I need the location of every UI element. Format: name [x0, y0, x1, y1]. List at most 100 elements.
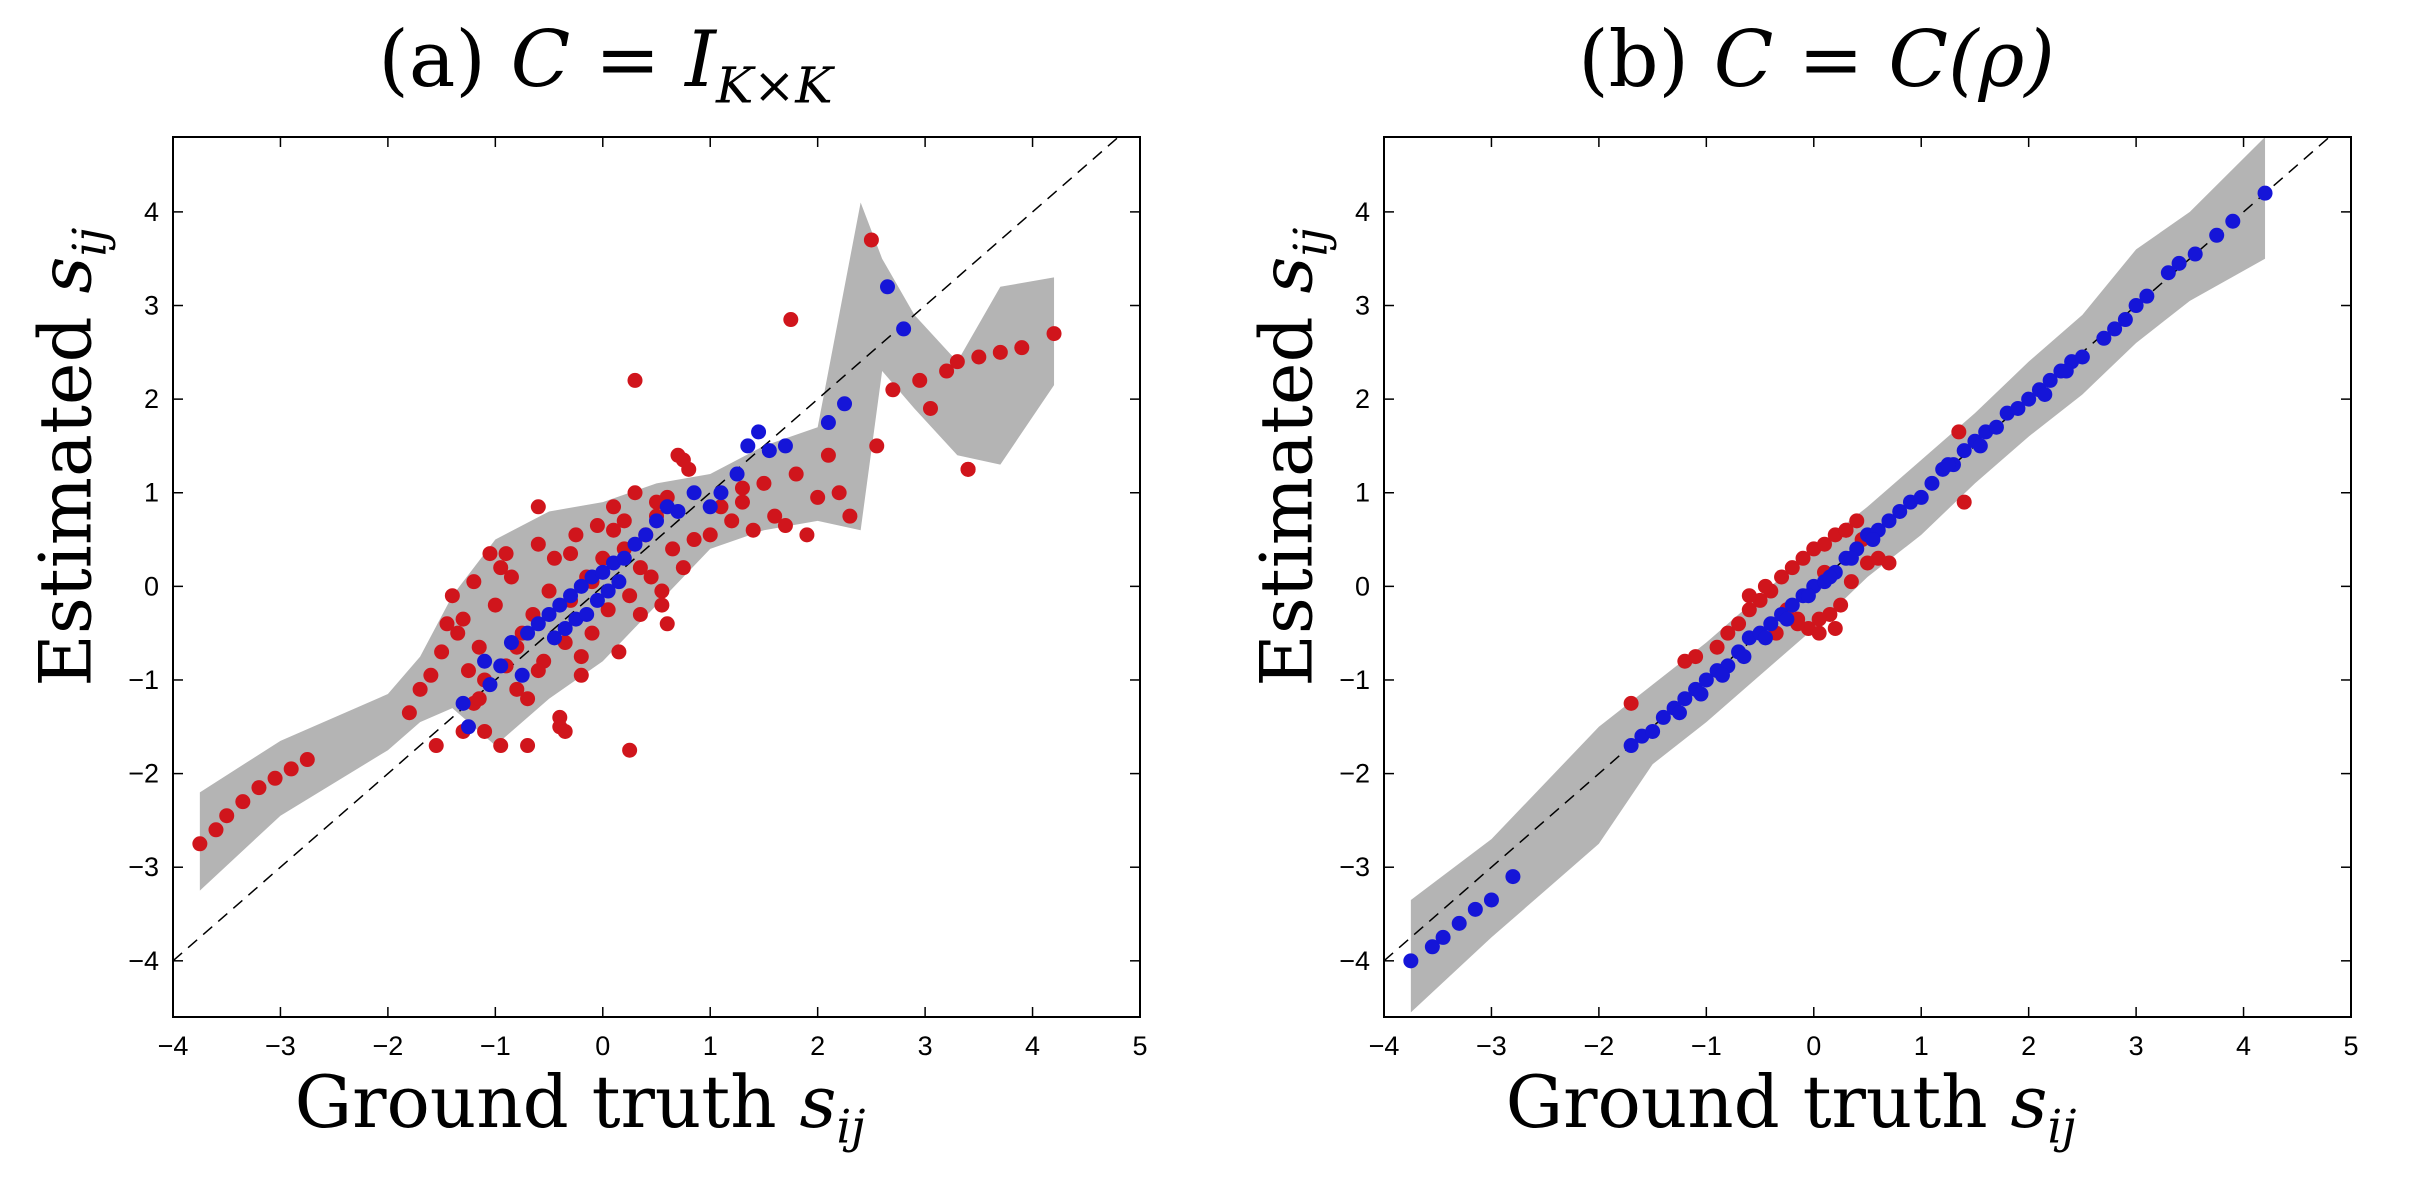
xlabel-symbol: s — [799, 1060, 837, 1144]
x-tick-label: −4 — [158, 1031, 189, 1061]
red-point — [589, 518, 605, 534]
red-point — [659, 616, 675, 632]
x-tick-label: 4 — [2236, 1031, 2251, 1061]
red-point — [627, 485, 643, 501]
x-tick-label: −1 — [480, 1031, 511, 1061]
red-point — [788, 466, 804, 482]
red-point — [632, 560, 648, 576]
y-tick-label: −1 — [1339, 665, 1370, 695]
blue-point — [600, 583, 616, 599]
red-point — [686, 532, 702, 548]
blue-point — [1714, 667, 1730, 683]
blue-point — [1623, 738, 1639, 754]
red-point — [960, 461, 976, 477]
blue-point — [2187, 246, 2203, 262]
blue-point — [1988, 419, 2004, 435]
ylabel-symbol: s — [23, 256, 108, 294]
blue-point — [514, 667, 530, 683]
x-tick-label: 0 — [595, 1031, 610, 1061]
blue-point — [2010, 400, 2026, 416]
red-point — [1811, 625, 1827, 641]
y-tick-label: 0 — [1355, 571, 1370, 601]
blue-point — [482, 677, 498, 693]
blue-point — [1424, 939, 1440, 955]
red-point — [745, 522, 761, 538]
blue-point — [460, 719, 476, 735]
blue-point — [686, 485, 702, 501]
red-point — [767, 508, 783, 524]
red-point — [541, 583, 557, 599]
red-point — [1951, 424, 1967, 440]
blue-point — [455, 695, 471, 711]
blue-point — [1467, 901, 1483, 917]
blue-point — [1655, 709, 1671, 725]
red-point — [1784, 560, 1800, 576]
red-point — [444, 588, 460, 604]
xlabel-text: Ground truth — [294, 1060, 800, 1144]
blue-point — [579, 606, 595, 622]
xlabel-symbol: s — [2010, 1060, 2048, 1144]
red-point — [503, 569, 519, 585]
title-math: C = C(ρ) — [1713, 15, 2055, 105]
blue-point — [573, 578, 589, 594]
blue-point — [1403, 953, 1419, 969]
x-tick-label: −2 — [372, 1031, 403, 1061]
xlabel-sub: ij — [836, 1099, 866, 1154]
blue-point — [880, 279, 896, 295]
red-point — [1731, 616, 1747, 632]
plot-frame — [1383, 136, 2352, 1018]
y-tick-label: 4 — [144, 197, 159, 227]
blue-point — [761, 443, 777, 459]
ylabel-text: Estimated — [1244, 293, 1329, 687]
red-point — [1827, 620, 1843, 636]
blue-point — [1451, 915, 1467, 931]
red-point — [455, 611, 471, 627]
blue-point — [1677, 691, 1693, 707]
blue-point — [541, 606, 557, 622]
red-point — [235, 794, 251, 810]
y-tick-label: −3 — [128, 852, 159, 882]
red-point — [471, 639, 487, 655]
y-tick-label: −3 — [1339, 852, 1370, 882]
red-point — [992, 344, 1008, 360]
red-point — [831, 485, 847, 501]
red-point — [643, 569, 659, 585]
red-point — [606, 499, 622, 515]
red-point — [1741, 602, 1757, 618]
y-tick-label: 0 — [144, 571, 159, 601]
red-point — [1688, 649, 1704, 665]
red-point — [439, 616, 455, 632]
blue-point — [713, 485, 729, 501]
blue-point — [2139, 288, 2155, 304]
blue-point — [1822, 569, 1838, 585]
red-point — [1843, 574, 1859, 590]
red-point — [428, 738, 444, 754]
blue-point — [1881, 513, 1897, 529]
red-point — [734, 480, 750, 496]
blue-point — [1865, 532, 1881, 548]
red-point — [1849, 513, 1865, 529]
red-point — [299, 752, 315, 768]
blue-point — [837, 396, 853, 412]
ylabel-math: sij — [23, 228, 116, 294]
x-tick-label: 2 — [810, 1031, 825, 1061]
blue-point — [503, 635, 519, 651]
xlabel-sub: ij — [2047, 1099, 2077, 1154]
red-point — [611, 644, 627, 660]
blue-point — [1843, 550, 1859, 566]
blue-point — [820, 415, 836, 431]
x-tick-label: 5 — [2343, 1031, 2358, 1061]
blue-point — [1940, 457, 1956, 473]
blue-point — [2117, 312, 2133, 328]
x-tick-label: 3 — [2129, 1031, 2144, 1061]
red-point — [530, 499, 546, 515]
red-point — [1956, 494, 1972, 510]
y-tick-label: 1 — [144, 478, 159, 508]
red-point — [724, 513, 740, 529]
y-axis-label: Estimated sij — [1244, 228, 1337, 687]
panel-a: (a) C = IK×K −4 −3 −2 −1 0 1 2 3 4 5 −4 −3 −2 −1 0 1 2 3 4… — [23, 15, 1147, 1154]
red-point — [520, 738, 536, 754]
red-point — [482, 546, 498, 562]
red-point — [939, 363, 955, 379]
red-point — [283, 761, 299, 777]
